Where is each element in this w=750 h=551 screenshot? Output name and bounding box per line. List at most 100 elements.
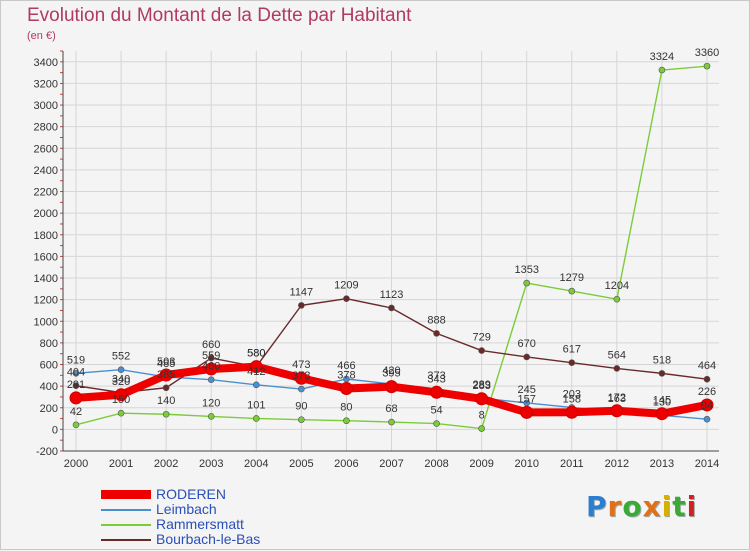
data-label-rammersmatt: 3360	[695, 47, 719, 59]
point-roderen	[69, 391, 83, 405]
legend-item-roderen: RODEREN	[101, 486, 321, 502]
point-roderen	[114, 388, 128, 402]
data-label-rammersmatt: 54	[430, 405, 442, 417]
data-label-rammersmatt: 42	[70, 406, 82, 418]
x-tick-label: 2009	[469, 458, 493, 470]
point-bourbach-le-bas	[478, 347, 485, 354]
legend-label: Rammersmatt	[156, 516, 244, 532]
data-label-leimbach: 420	[382, 365, 400, 377]
y-tick-label: 1600	[34, 251, 58, 263]
y-tick-label: -200	[36, 446, 58, 458]
x-tick-label: 2011	[560, 458, 584, 470]
data-label-rammersmatt: 3324	[650, 51, 674, 63]
point-bourbach-le-bas	[568, 359, 576, 366]
data-label-bourbach-le-bas: 729	[472, 332, 490, 344]
legend-item-leimbach: Leimbach	[101, 501, 321, 517]
data-label-roderen: 320	[112, 376, 130, 388]
data-label-bourbach-le-bas: 385	[157, 369, 175, 381]
data-label-roderen: 580	[247, 348, 265, 360]
data-label-bourbach-le-bas: 464	[698, 360, 716, 372]
data-label-rammersmatt: 140	[157, 395, 175, 407]
y-tick-label: 3400	[34, 57, 58, 69]
point-bourbach-le-bas	[343, 295, 350, 302]
data-label-rammersmatt: 120	[202, 397, 220, 409]
point-rammersmatt	[162, 410, 170, 418]
legend-swatch	[101, 490, 151, 499]
point-roderen	[700, 398, 714, 412]
point-leimbach	[207, 376, 215, 383]
data-label-bourbach-le-bas: 670	[518, 338, 536, 350]
data-label-bourbach-le-bas: 1209	[334, 280, 358, 292]
legend: RODEREN Leimbach Rammersmatt Bourbach-le-Ba…	[101, 486, 321, 547]
data-label-bourbach-le-bas: 404	[67, 367, 85, 379]
point-roderen	[385, 380, 398, 394]
point-leimbach	[703, 415, 711, 423]
series-roderen	[69, 360, 714, 421]
data-label-leimbach: 460	[202, 361, 220, 373]
point-leimbach	[252, 381, 260, 389]
point-roderen	[294, 371, 308, 385]
data-label-roderen: 158	[563, 393, 581, 405]
data-label-rammersmatt: 101	[247, 399, 265, 411]
point-leimbach	[72, 369, 80, 377]
data-label-roderen: 343	[427, 373, 445, 385]
point-rammersmatt	[523, 279, 531, 287]
y-tick-label: 400	[40, 381, 58, 393]
data-label-roderen: 378	[337, 370, 355, 382]
point-bourbach-le-bas	[433, 330, 440, 337]
data-label-leimbach: 289	[472, 379, 490, 391]
data-label-rammersmatt: 150	[112, 394, 130, 406]
point-bourbach-le-bas	[703, 375, 711, 383]
data-label-rammersmatt: 1279	[560, 272, 584, 284]
legend-label: Bourbach-le-Bas	[156, 531, 261, 547]
y-tick-label: 1400	[34, 273, 58, 285]
legend-swatch	[101, 509, 151, 511]
point-roderen	[565, 405, 579, 419]
point-bourbach-le-bas	[207, 354, 215, 362]
series-rammersmatt	[72, 62, 711, 432]
legend-label: Leimbach	[156, 501, 217, 517]
data-label-bourbach-le-bas: 340	[112, 374, 130, 386]
point-bourbach-le-bas	[613, 365, 621, 372]
data-label-leimbach: 373	[292, 370, 310, 382]
y-tick-label: 2600	[34, 143, 58, 155]
data-label-roderen: 145	[653, 395, 671, 407]
y-tick-label: 0	[52, 424, 58, 436]
data-label-rammersmatt: 80	[340, 402, 352, 414]
data-label-roderen: 157	[518, 393, 536, 405]
data-label-bourbach-le-bas: 1147	[290, 286, 314, 298]
point-leimbach	[117, 366, 125, 374]
data-label-leimbach: 163	[608, 393, 626, 405]
legend-label: RODEREN	[156, 486, 227, 502]
point-rammersmatt	[388, 418, 395, 426]
data-label-rammersmatt: 68	[385, 403, 397, 415]
legend-item-rammersmatt: Rammersmatt	[101, 516, 321, 532]
data-label-leimbach: 412	[247, 366, 265, 378]
axes: -200 0 200 400 600 800 1000 1200 1400 1600 1800 200…	[34, 50, 719, 470]
y-tick-label: 1200	[34, 295, 58, 307]
point-rammersmatt	[343, 417, 350, 425]
x-tick-label: 2010	[514, 458, 538, 470]
y-tick-label: 2000	[34, 208, 58, 220]
data-label-roderen: 291	[67, 379, 85, 391]
data-label-bourbach-le-bas: 518	[653, 354, 671, 366]
x-tick-label: 2008	[424, 458, 448, 470]
point-bourbach-le-bas	[523, 353, 531, 361]
y-tick-label: 3200	[34, 78, 58, 90]
point-roderen	[159, 368, 173, 382]
x-tick-label: 2001	[109, 458, 133, 470]
x-tick-label: 2007	[379, 458, 403, 470]
point-rammersmatt	[703, 62, 711, 70]
data-label-roderen: 503	[157, 356, 175, 368]
point-roderen	[430, 385, 444, 399]
data-label-roderen: 473	[292, 359, 310, 371]
data-label-rammersmatt: 90	[295, 401, 307, 413]
point-leimbach	[298, 385, 305, 393]
data-label-roderen: 283	[472, 380, 490, 392]
point-roderen	[475, 392, 489, 406]
x-tick-label: 2003	[199, 458, 223, 470]
legend-item-bourbach-le-bas: Bourbach-le-Bas	[101, 531, 321, 547]
data-label-rammersmatt: 1204	[605, 280, 629, 292]
